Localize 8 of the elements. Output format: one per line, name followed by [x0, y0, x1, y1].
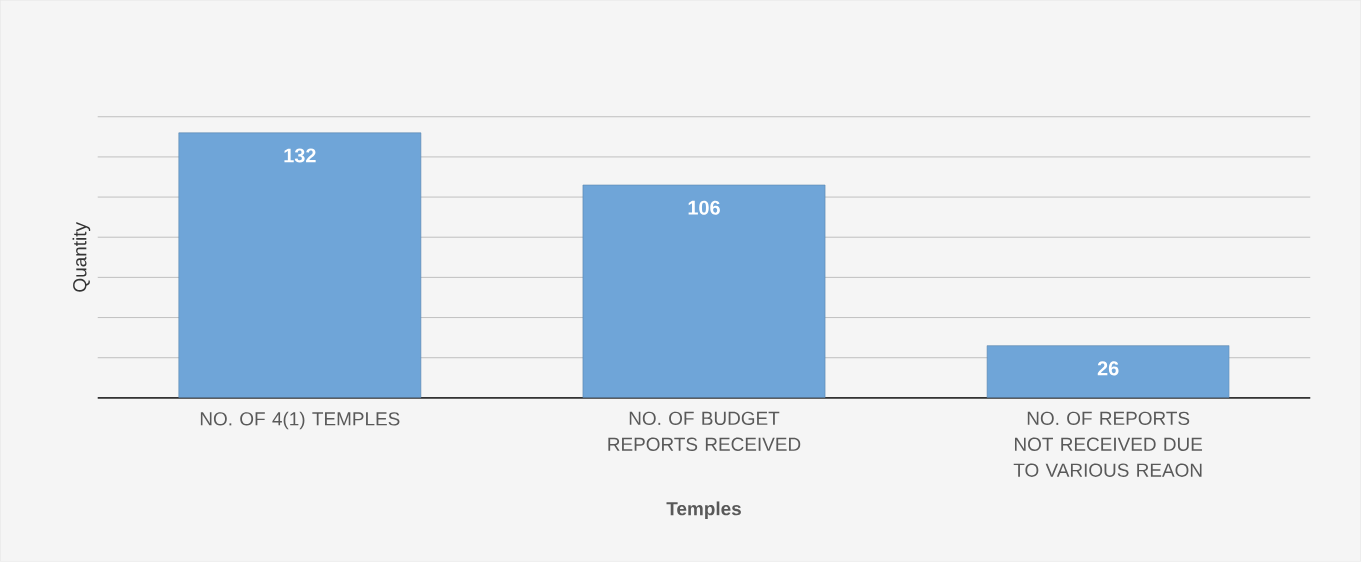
x-tick-label: NO. OF 4(1) TEMPLES	[200, 411, 400, 430]
x-tick-label: NO. OF BUDGET REPORTS RECEIVED	[608, 411, 801, 452]
data-label: 26	[1097, 361, 1119, 376]
data-label: 132	[284, 148, 316, 163]
x-axis-title: Temples	[666, 501, 741, 520]
y-axis-title: Quantity	[72, 222, 91, 292]
x-tick-label: NO. OF REPORTS NOT RECEIVED DUE TO VARIOUS REAON	[1013, 411, 1203, 478]
data-label: 106	[688, 200, 720, 215]
